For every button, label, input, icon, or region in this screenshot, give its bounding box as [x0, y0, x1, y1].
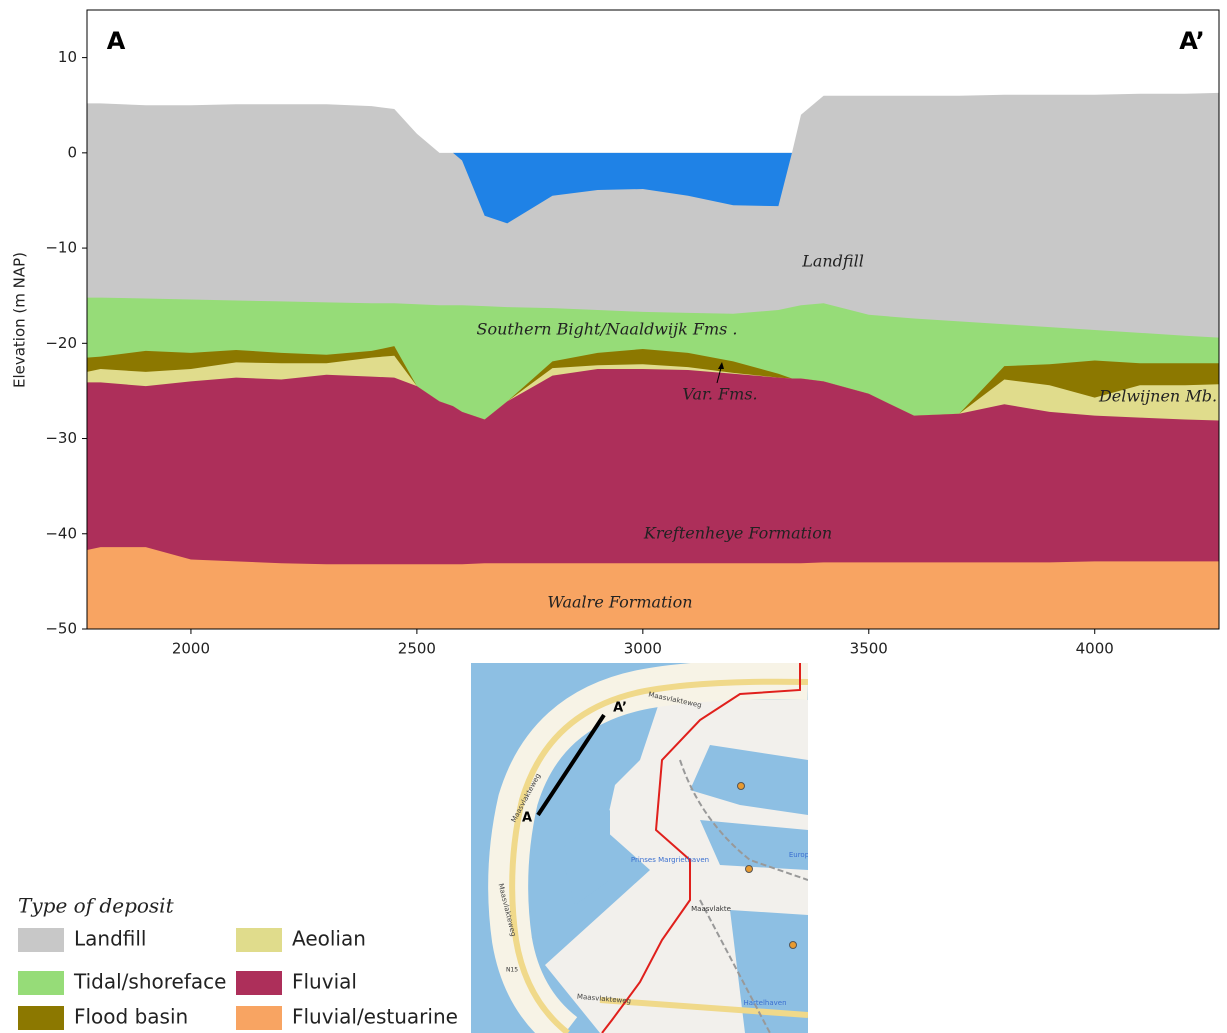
map-point — [746, 866, 753, 873]
legend-label: Flood basin — [74, 1005, 188, 1029]
map-label: A — [522, 811, 532, 826]
annotation: Delwijnen Mb. — [1098, 387, 1217, 406]
x-tick-label: 3000 — [624, 640, 662, 658]
figure: Elevation (m NAP) Type of deposit A A’ Maa… — [0, 0, 1227, 1033]
legend-swatch — [18, 971, 64, 995]
map-label: N15 — [506, 967, 518, 974]
annotation: Waalre Formation — [547, 593, 692, 612]
legend-title: Type of deposit — [18, 894, 175, 918]
legend-swatch — [236, 928, 282, 952]
legend-swatch — [18, 1006, 64, 1030]
annotation: Landfill — [801, 252, 864, 271]
y-axis-label: Elevation (m NAP) — [11, 252, 29, 388]
page: {"chart_data": {"type": "section", "corn… — [0, 0, 1227, 1033]
legend-label: Tidal/shoreface — [73, 970, 226, 994]
y-tick-label: −10 — [45, 239, 77, 257]
legend-label: Aeolian — [292, 927, 366, 951]
map-point — [738, 783, 745, 790]
y-tick-label: −50 — [45, 620, 77, 638]
y-tick-label: −40 — [45, 524, 77, 542]
map-label: A’ — [613, 701, 627, 716]
x-tick-label: 4000 — [1076, 640, 1114, 658]
legend-swatch — [236, 971, 282, 995]
map-point — [790, 942, 797, 949]
x-tick-label: 3500 — [850, 640, 888, 658]
x-tick-label: 2500 — [398, 640, 436, 658]
x-tick-label: 2000 — [172, 640, 210, 658]
map-label: Europ — [789, 851, 810, 859]
y-tick-label: −20 — [45, 334, 77, 352]
map-label: Prinses Margriethaven — [631, 856, 709, 864]
corner-label: A’ — [1179, 27, 1205, 55]
y-tick-label: −30 — [45, 429, 77, 447]
legend-label: Fluvial — [292, 970, 357, 994]
legend-swatch — [236, 1006, 282, 1030]
annotation: Kreftenheye Formation — [643, 524, 832, 543]
plot-area — [87, 93, 1219, 634]
legend-label: Landfill — [74, 927, 146, 951]
y-tick-label: 0 — [67, 143, 77, 161]
annotation: Southern Bight/Naaldwijk Fms . — [476, 320, 737, 339]
legend-label: Fluvial/estuarine — [292, 1005, 458, 1029]
map: AA’MaasvlaktewegMaasvlaktewegMaasvlaktew… — [471, 663, 810, 1033]
annotation: Var. Fms. — [682, 385, 757, 404]
map-label: Maasvlakte — [691, 905, 731, 913]
y-tick-label: 10 — [58, 48, 77, 66]
corner-label: A — [107, 27, 126, 55]
legend-swatch — [18, 928, 64, 952]
map-label: Hartelhaven — [743, 999, 786, 1007]
